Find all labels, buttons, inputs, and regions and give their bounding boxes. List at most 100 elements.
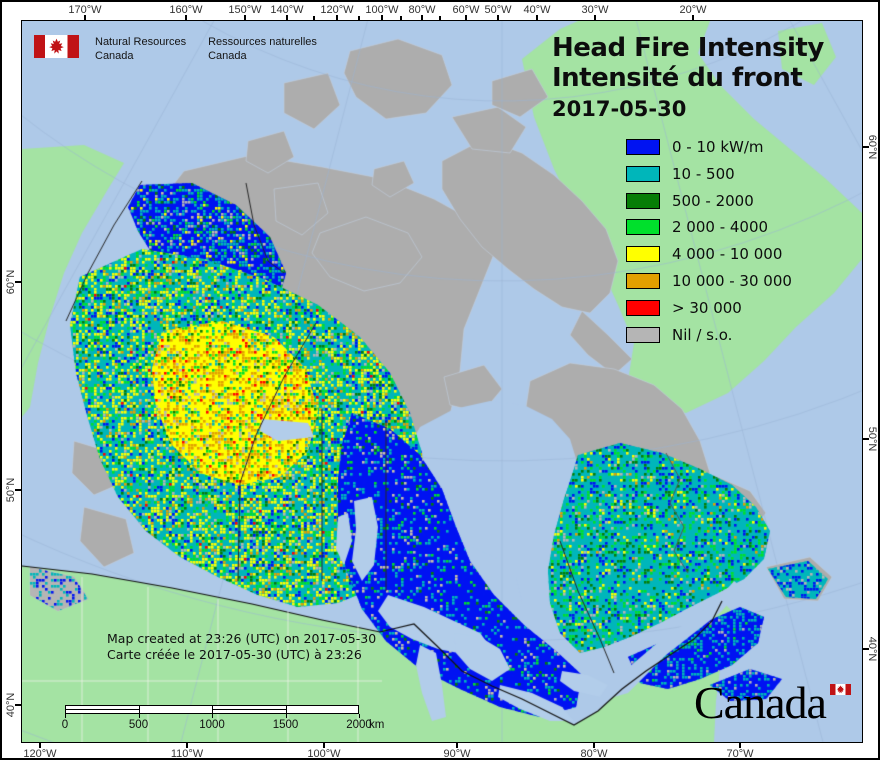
scale-tick-label: 0: [61, 719, 69, 731]
longitude-tick: [692, 15, 694, 21]
longitude-tick: [358, 16, 360, 21]
legend-label: 10 000 - 30 000: [672, 272, 792, 290]
title-en: Head Fire Intensity: [552, 33, 824, 63]
longitude-tick: [439, 16, 441, 21]
longitude-tick: [323, 742, 325, 748]
scale-bar: km 0 500 1000 1500 2000: [61, 705, 395, 737]
legend-item: Nil / s.o.: [626, 324, 732, 346]
longitude-tick: [185, 15, 187, 21]
longitude-label: 100°W: [365, 4, 399, 16]
longitude-label: 20°W: [679, 4, 707, 16]
agency-en-line1: Natural Resources: [95, 36, 187, 48]
longitude-tick: [456, 742, 458, 748]
latitude-tick: [15, 704, 21, 706]
legend-swatch: [626, 273, 660, 289]
creation-note: Map created at 23:26 (UTC) on 2017-05-30…: [107, 631, 376, 663]
scale-bar-graphic: [65, 705, 359, 714]
longitude-label: 90°W: [443, 748, 471, 760]
longitude-label: 40°W: [523, 4, 551, 16]
longitude-tick: [593, 742, 595, 748]
latitude-tick: [863, 648, 869, 650]
longitude-tick: [400, 16, 402, 21]
longitude-label: 100°W: [307, 748, 341, 760]
longitude-tick: [336, 15, 338, 21]
longitude-label: 50°W: [484, 4, 512, 16]
longitude-tick: [421, 15, 423, 21]
agency-fr-line1: Ressources naturelles: [208, 36, 317, 48]
scale-tick: [65, 714, 66, 718]
latitude-tick: [863, 146, 869, 148]
scale-tick-label: 1500: [272, 719, 299, 731]
longitude-label: 70°W: [726, 748, 754, 760]
longitude-label: 60°W: [452, 4, 480, 16]
maple-leaf-icon: [49, 38, 64, 54]
longitude-tick: [84, 15, 86, 21]
legend-item: 2 000 - 4000: [626, 216, 768, 238]
canada-flag-icon: [34, 35, 79, 58]
scale-tick: [359, 714, 360, 718]
scale-tick: [285, 714, 287, 718]
scale-tick-label: 2000: [346, 719, 372, 731]
longitude-label: 140°W: [270, 4, 304, 16]
legend-item: 10 - 500: [626, 163, 735, 185]
scale-segment: [66, 706, 140, 713]
scale-tick-label: 500: [128, 719, 149, 731]
longitude-tick: [286, 15, 288, 21]
scale-segment: [213, 706, 287, 713]
longitude-label: 150°W: [228, 4, 262, 16]
legend-swatch: [626, 326, 660, 343]
latitude-tick: [15, 281, 21, 283]
agency-fr-line2: Canada: [208, 50, 247, 62]
agency-name-en: Natural Resources Canada: [95, 35, 186, 63]
nrcan-signature: Natural Resources Canada Ressources natu…: [34, 35, 317, 63]
longitude-label: 80°W: [580, 748, 608, 760]
legend-label: Nil / s.o.: [672, 325, 733, 344]
legend-swatch: [626, 192, 660, 209]
longitude-label: 80°W: [408, 4, 436, 16]
latitude-tick: [15, 489, 21, 491]
scale-segment: [287, 706, 361, 713]
map-frame: Natural Resources Canada Ressources natu…: [21, 20, 863, 743]
longitude-tick: [739, 742, 741, 748]
scale-tick-label: 1000: [199, 719, 225, 731]
longitude-label: 170°W: [68, 4, 102, 16]
scale-segment: [140, 706, 213, 713]
longitude-tick: [313, 16, 315, 21]
legend-swatch: [626, 246, 660, 263]
scale-tick: [138, 714, 140, 718]
canada-map-image: [22, 21, 862, 742]
legend-item: 4 000 - 10 000: [626, 243, 782, 265]
longitude-tick: [594, 15, 596, 21]
longitude-label: 110°W: [170, 748, 204, 760]
canada-wordmark: Canada: [694, 677, 862, 737]
creation-note-en: Map created at 23:26 (UTC) on 2017-05-30: [107, 631, 377, 646]
latitude-tick: [863, 438, 869, 440]
agency-name-fr: Ressources naturelles Canada: [208, 35, 317, 63]
legend-item: 0 - 10 kW/m: [626, 136, 764, 158]
longitude-tick: [186, 742, 188, 748]
legend-item: > 30 000: [626, 297, 742, 319]
longitude-tick: [497, 15, 499, 21]
legend-label: 10 - 500: [672, 164, 735, 183]
wordmark-flag-icon: [830, 684, 851, 695]
longitude-label: 120°W: [23, 748, 57, 760]
longitude-tick: [381, 15, 383, 21]
legend-swatch: [626, 299, 660, 316]
longitude-tick: [244, 15, 246, 21]
legend-item: 10 000 - 30 000: [626, 270, 792, 292]
scale-tick: [212, 714, 213, 718]
legend-swatch: [626, 165, 660, 182]
legend-label: 2 000 - 4000: [672, 218, 769, 237]
wordmark-text: Canada: [694, 677, 827, 728]
agency-en-line2: Canada: [95, 50, 134, 62]
title-date: 2017-05-30: [552, 97, 687, 121]
legend-item: 500 - 2000: [626, 190, 754, 212]
map-title: Head Fire Intensity Intensité du front 2…: [552, 33, 824, 122]
legend-label: > 30 000: [672, 298, 742, 317]
longitude-label: 160°W: [169, 4, 203, 16]
legend-label: 4 000 - 10 000: [672, 245, 783, 264]
scale-unit: km: [369, 719, 385, 731]
creation-note-fr: Carte créée le 2017-05-30 (UTC) à 23:26: [107, 647, 362, 662]
maple-leaf-icon: [836, 685, 845, 694]
